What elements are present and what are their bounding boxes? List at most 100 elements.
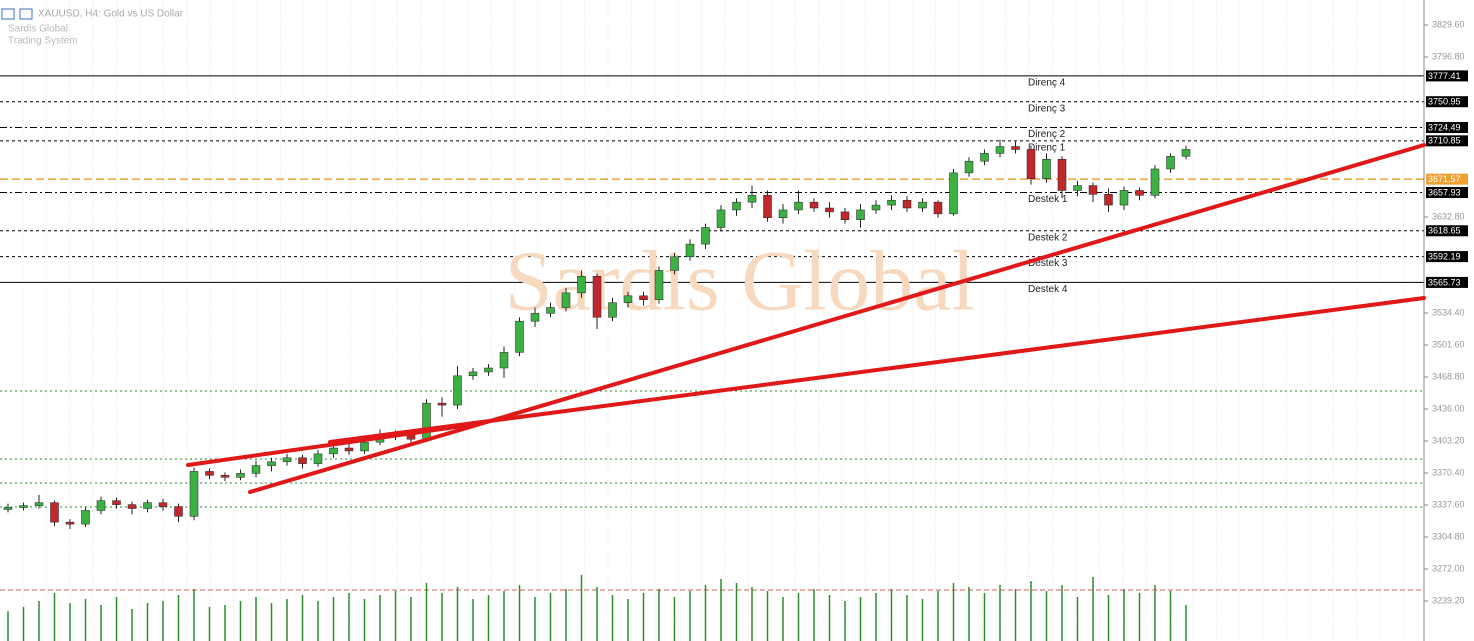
- y-tick-label: 3272.00: [1432, 563, 1465, 573]
- candle-body: [282, 457, 292, 462]
- candle-body: [329, 447, 338, 455]
- candle-body: [701, 227, 710, 245]
- level-tag: [1426, 70, 1468, 82]
- level-tag-label: 3671.57: [1428, 174, 1461, 184]
- level-tag: [1426, 122, 1468, 134]
- candle-body: [515, 320, 524, 353]
- y-tick-label: 3304.80: [1432, 531, 1465, 541]
- level-label: Direnç 1: [1028, 142, 1066, 153]
- candle-body: [778, 209, 788, 219]
- candle-body: [360, 441, 369, 452]
- candle-body: [747, 195, 757, 203]
- candle-body: [205, 471, 214, 476]
- y-tick-label: 3337.60: [1432, 499, 1465, 509]
- chart-title: XAUUSD, H4: Gold vs US Dollar: [38, 9, 184, 20]
- candle-body: [887, 199, 896, 206]
- level-tag: [1426, 186, 1468, 198]
- candle-body: [19, 505, 28, 508]
- candle-body: [50, 502, 59, 523]
- candle-body: [1026, 149, 1036, 179]
- level-tag: [1426, 251, 1468, 263]
- candle-body: [437, 402, 447, 406]
- y-tick-label: 3370.40: [1432, 467, 1465, 477]
- candle-body: [65, 521, 75, 525]
- candle-body: [313, 453, 323, 464]
- level-label: Destek 3: [1028, 258, 1068, 269]
- candle-body: [918, 201, 927, 209]
- level-tag-label: 3618.65: [1428, 226, 1461, 236]
- candle-body: [267, 461, 276, 466]
- candle-body: [422, 402, 431, 440]
- candle-body: [251, 465, 261, 474]
- candle-body: [1057, 158, 1067, 191]
- candle-body: [577, 276, 586, 294]
- level-label: Destek 1: [1028, 194, 1068, 205]
- candle-body: [1011, 146, 1020, 150]
- candle-body: [732, 201, 741, 211]
- candle-body: [825, 207, 834, 213]
- candle-body: [716, 209, 726, 228]
- candle-body: [112, 500, 121, 505]
- level-label: Direnç 2: [1028, 129, 1066, 140]
- candle-body: [685, 243, 695, 258]
- level-tag: [1426, 135, 1468, 147]
- trend-lines: [186, 143, 1426, 494]
- candle-body: [3, 507, 13, 510]
- y-tick-label: 3534.40: [1432, 307, 1465, 317]
- level-tag-label: 3777.41: [1428, 71, 1461, 81]
- y-tick-label: 3436.00: [1432, 403, 1465, 413]
- level-tag: [1426, 96, 1468, 108]
- candle-body: [499, 352, 509, 369]
- level-label: Direnç 4: [1028, 78, 1066, 89]
- candle-body: [468, 371, 478, 377]
- candle-body: [484, 367, 493, 373]
- candle-body: [174, 506, 183, 517]
- candle-body: [809, 201, 819, 209]
- candle-body: [856, 209, 865, 220]
- candle-body: [592, 276, 602, 318]
- level-tags: 3777.41 3750.95 3724.49 3710.85 3671.57 3657.…: [1426, 70, 1468, 288]
- level-tag: [1426, 173, 1468, 185]
- candle-body: [949, 172, 958, 215]
- subtitle: Trading System: [8, 36, 78, 47]
- candle-body: [546, 307, 555, 314]
- candle-body: [654, 270, 664, 300]
- y-tick-label: 3403.20: [1432, 435, 1465, 445]
- candle-body: [344, 447, 354, 452]
- candle-body: [1042, 158, 1051, 179]
- candle-body: [1088, 185, 1098, 195]
- y-tick-label: 3501.60: [1432, 339, 1465, 349]
- y-tick-label: 3239.20: [1432, 595, 1465, 605]
- candle-body: [220, 475, 230, 478]
- candle-body: [34, 502, 44, 506]
- candle-body: [298, 457, 307, 464]
- level-tag-label: 3750.95: [1428, 97, 1461, 107]
- candle-body: [670, 256, 679, 271]
- y-tick-label: 3829.60: [1432, 19, 1465, 29]
- level-label: Destek 4: [1028, 284, 1068, 295]
- candle-body: [794, 201, 803, 211]
- candle-body: [840, 211, 850, 220]
- y-tick-label: 3796.80: [1432, 51, 1465, 61]
- level-label: Direnç 3: [1028, 103, 1066, 114]
- level-tag-label: 3724.49: [1428, 122, 1461, 132]
- y-tick-label: 3632.80: [1432, 211, 1465, 221]
- candle-body: [1135, 190, 1144, 196]
- candle-body: [530, 313, 540, 322]
- level-tag-label: 3592.19: [1428, 251, 1461, 261]
- icon: [1, 8, 15, 20]
- level-tag-label: 3710.85: [1428, 136, 1461, 146]
- candle-body: [1150, 168, 1160, 196]
- candle-body: [1181, 149, 1191, 157]
- trend-line: [328, 296, 1426, 444]
- candle-body: [81, 510, 90, 525]
- candle-body: [143, 502, 152, 509]
- watermark: Sardis Global: [505, 233, 976, 329]
- candle-body: [1166, 156, 1175, 170]
- level-tag: [1426, 225, 1468, 237]
- subtitle: Sardis Global: [8, 24, 68, 35]
- candle-body: [980, 153, 989, 162]
- candle-body: [608, 302, 617, 318]
